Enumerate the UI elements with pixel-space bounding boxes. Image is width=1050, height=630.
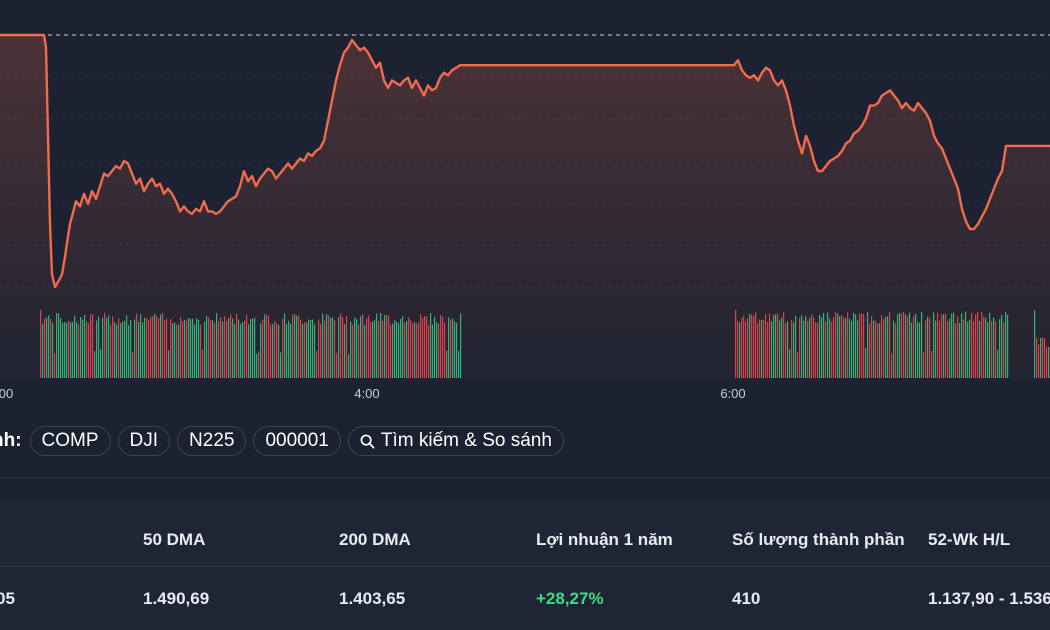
stat-value-52wk: 1.137,90 - 1.536 xyxy=(928,589,1050,608)
price-chart-svg[interactable] xyxy=(0,0,1050,380)
x-tick-label: 4:00 xyxy=(354,386,380,401)
search-icon xyxy=(360,434,375,448)
section-divider xyxy=(0,477,1050,478)
chip-label: 000001 xyxy=(265,430,329,451)
stat-header-1y-return: Lợi nhuận 1 năm xyxy=(536,530,673,549)
stat-header-50dma: 50 DMA xyxy=(143,530,206,549)
stat-value-components: 410 xyxy=(732,589,761,608)
stat-value-1y-return: +28,27% xyxy=(536,589,604,608)
compare-chip-n225[interactable]: N225 xyxy=(177,426,247,456)
stat-header-52wk: 52-Wk H/L xyxy=(928,530,1011,549)
compare-label: nh: xyxy=(0,430,22,451)
compare-chip-dji[interactable]: DJI xyxy=(117,426,171,456)
price-area-fill xyxy=(0,35,1050,380)
chip-label: N225 xyxy=(189,430,235,451)
chip-label: DJI xyxy=(129,430,159,451)
stat-value-200dma: 1.403,65 xyxy=(339,589,406,608)
stats-table: 50 DMA 200 DMA Lợi nhuận 1 năm Số lượng … xyxy=(0,500,1050,630)
compare-chip-000001[interactable]: 000001 xyxy=(253,426,341,456)
search-compare-button[interactable]: Tìm kiếm & So sánh xyxy=(347,426,564,456)
stats-divider xyxy=(0,566,1050,567)
stat-header-components: Số lượng thành phần xyxy=(732,530,905,549)
stat-header-200dma: 200 DMA xyxy=(339,530,411,549)
price-chart[interactable]: 00 4:00 6:00 xyxy=(0,0,1050,410)
x-tick-label: 00 xyxy=(0,386,14,401)
stat-value-truncated: 05 xyxy=(0,589,15,608)
search-compare-label: Tìm kiếm & So sánh xyxy=(380,430,552,451)
chip-label: COMP xyxy=(41,430,99,451)
price-line xyxy=(0,33,1050,289)
x-tick-label: 6:00 xyxy=(720,386,746,401)
compare-chip-comp[interactable]: COMP xyxy=(29,426,111,456)
stat-value-50dma: 1.490,69 xyxy=(143,589,210,608)
compare-bar: nh: COMP DJI N225 000001 Tìm kiếm & So s… xyxy=(0,424,571,458)
